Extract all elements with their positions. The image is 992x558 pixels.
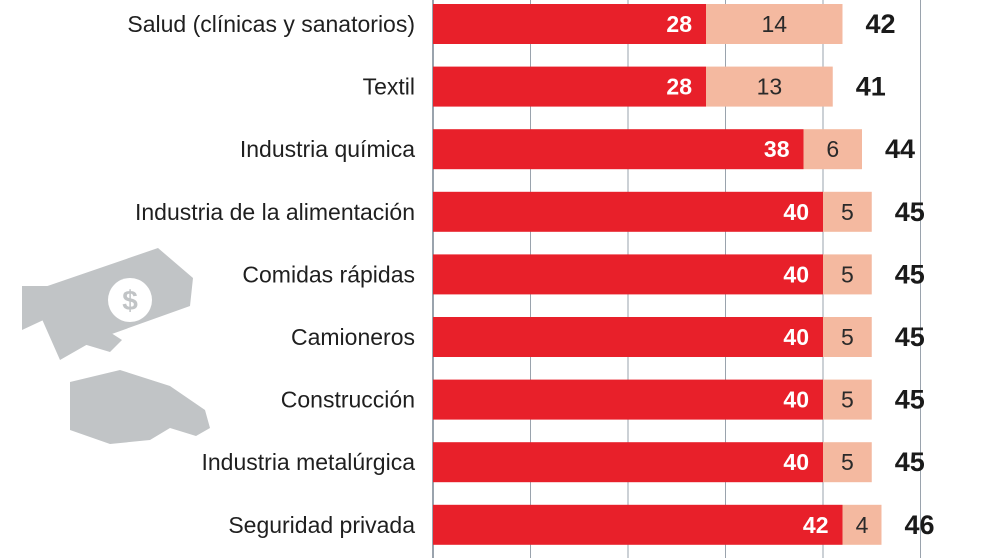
category-label: Construcción [281,387,415,413]
bar-segment-a [433,191,823,232]
category-label: Camioneros [291,324,415,350]
bar-total: 42 [865,9,895,39]
bar-segment-b [823,442,872,483]
bar-segment-b [823,254,872,295]
bar-value-b: 6 [826,136,839,162]
bar-value-a: 40 [783,199,809,225]
bar-value-a: 40 [783,449,809,475]
bar-segment-b [823,191,872,232]
bar-total: 45 [895,197,925,227]
bar-value-b: 5 [841,449,854,475]
bar-segment-a [433,442,823,483]
bar-value-a: 28 [666,11,692,37]
bar-segment-b [823,379,872,420]
bar-value-a: 28 [666,74,692,100]
bar-value-b: 5 [841,387,854,413]
bar-value-a: 40 [783,324,809,350]
bar-value-b: 5 [841,324,854,350]
bar-value-a: 40 [783,261,809,287]
category-label: Textil [363,74,415,100]
bar-segment-a [433,254,823,295]
bar-segment-a [433,504,843,545]
bar-segment-b [842,504,882,545]
bar-value-a: 38 [764,136,790,162]
bars [433,4,882,545]
category-label: Comidas rápidas [242,261,415,287]
svg-text:$: $ [122,285,138,316]
category-label: Seguridad privada [228,512,415,538]
bar-segment-b [803,129,862,170]
bar-total: 45 [895,259,925,289]
bar-value-b: 14 [761,11,787,37]
bar-segment-b [706,66,833,107]
bar-total: 41 [856,72,886,102]
bar-value-b: 4 [856,512,869,538]
bar-total: 46 [904,510,934,540]
bar-value-b: 13 [757,74,783,100]
bar-total: 45 [895,447,925,477]
labels: Salud (clínicas y sanatorios) 28 14 42 Texti… [127,9,934,540]
category-label: Industria metalúrgica [202,449,416,475]
bar-segment-b [706,4,843,44]
money-hand-icon: $ [22,248,210,444]
bar-segment-a [433,317,823,357]
bar-value-a: 42 [803,512,829,538]
bar-segment-b [823,317,872,357]
bar-value-a: 40 [783,387,809,413]
bar-total: 45 [895,322,925,352]
category-label: Industria química [240,136,415,162]
bar-segment-a [433,379,823,420]
bar-value-b: 5 [841,261,854,287]
bar-total: 45 [895,385,925,415]
bar-total: 44 [885,134,915,164]
category-label: Salud (clínicas y sanatorios) [127,11,415,37]
category-label: Industria de la alimentación [135,199,415,225]
bar-segment-a [433,4,706,44]
bar-value-b: 5 [841,199,854,225]
bar-segment-a [433,66,706,107]
bar-segment-a [433,129,804,170]
